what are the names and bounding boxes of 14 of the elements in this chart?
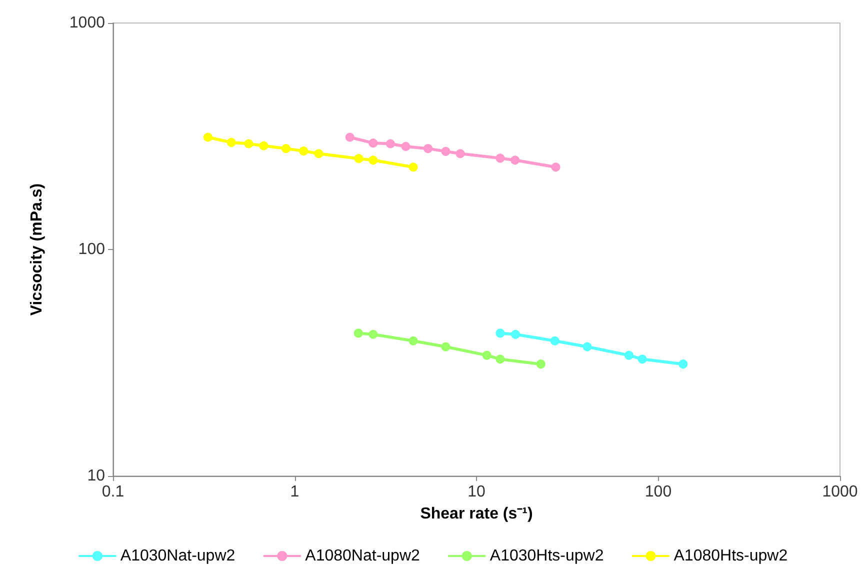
y-tick-label: 100 xyxy=(78,241,106,258)
y-tick-label: 10 xyxy=(87,468,106,484)
y-tick-label: 1000 xyxy=(69,14,106,32)
legend-label: A1030Hts-upw2 xyxy=(490,548,604,564)
legend-label: A1030Nat-upw2 xyxy=(120,548,236,564)
x-axis-title: Shear rate (s⁻¹) xyxy=(420,506,533,522)
x-tick-label: 100 xyxy=(644,484,672,500)
x-tick-label: 1000 xyxy=(822,484,858,500)
y-axis-title: Vicsocity (mPa.s) xyxy=(28,183,46,316)
x-tick-label: 1 xyxy=(290,484,300,500)
legend-label: A1080Hts-upw2 xyxy=(674,548,788,564)
x-tick-label: 0.1 xyxy=(102,484,124,500)
legend-label: A1080Nat-upw2 xyxy=(305,548,420,564)
x-tick-label: 10 xyxy=(468,484,486,500)
